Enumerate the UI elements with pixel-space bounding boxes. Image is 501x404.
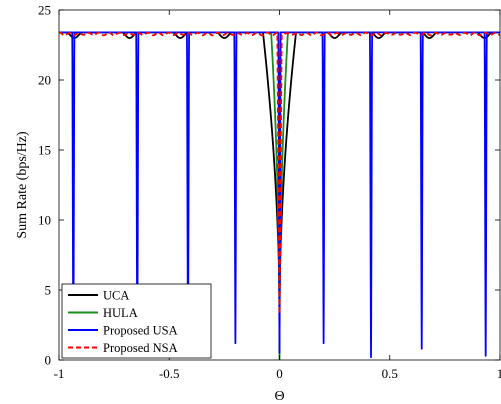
y-tick-label: 10 [38,213,51,228]
axis-ticks [58,9,501,361]
x-tick-label: -0.5 [159,366,180,381]
legend: UCA HULA Proposed USA Proposed NSA [61,283,212,359]
series-line-proposed-usa [59,31,500,359]
y-tick-label: 20 [38,73,51,88]
series-line-proposed-nsa [59,31,500,315]
legend-label-hula: HULA [103,306,138,320]
legend-label-proposed-usa: Proposed USA [103,323,178,337]
plot-lines [59,31,500,360]
x-tick-label: -1 [54,366,65,381]
x-tick-label: 0 [276,366,283,381]
legend-box [61,283,212,359]
y-axis-label: Sum Rate (bps/Hz) [15,131,30,239]
legend-label-proposed-nsa: Proposed NSA [103,341,178,355]
y-tick-label: 15 [38,143,51,158]
x-axis-label: Θ [274,389,284,404]
y-tick-label: 0 [45,353,52,368]
legend-label-uca: UCA [103,288,129,302]
x-tick-label: 0.5 [382,366,398,381]
x-tick-label: 1 [497,366,501,381]
y-tick-label: 25 [38,3,51,18]
y-tick-label: 5 [45,283,52,298]
